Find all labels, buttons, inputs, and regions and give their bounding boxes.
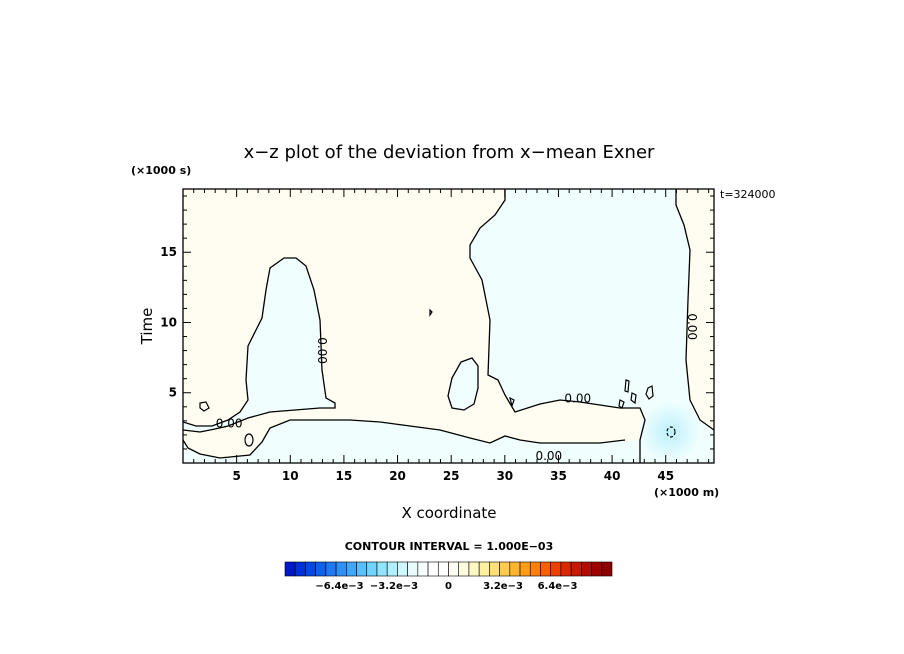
svg-text:0.00: 0.00 — [564, 391, 591, 405]
zero-contour-far-right — [675, 189, 714, 431]
small-contour-7 — [429, 308, 433, 317]
contour-label: 0.00 — [685, 313, 699, 340]
y-tick-label: 15 — [160, 245, 177, 259]
negative-contour-dashed — [666, 426, 676, 438]
time-stamp: t=324000 — [720, 188, 776, 201]
colorbar-swatch — [509, 561, 521, 577]
colorbar-swatch — [478, 561, 490, 577]
x-tick-label: 30 — [496, 469, 513, 483]
x-tick-label: 15 — [336, 469, 353, 483]
colorbar — [284, 561, 613, 577]
small-contour-8 — [509, 396, 515, 409]
contour-interval-label: CONTOUR INTERVAL = 1.000E−03 — [345, 540, 554, 553]
colorbar-swatch — [489, 561, 500, 577]
axis-ticks — [183, 189, 714, 463]
colorbar-swatch — [346, 561, 357, 577]
colorbar-swatch — [458, 561, 470, 577]
colorbar-swatch — [437, 561, 449, 577]
colorbar-swatch — [335, 561, 347, 577]
colorbar-swatch — [427, 561, 439, 577]
colorbar-swatch — [560, 561, 572, 577]
colorbar-swatch — [540, 561, 551, 577]
low-center-fill — [640, 402, 700, 462]
y-tick-label: 5 — [169, 386, 177, 400]
colorbar-labels: −6.4e−3 −3.2e−3 0 3.2e−3 6.4e−3 — [315, 581, 577, 592]
colorbar-swatch — [366, 561, 378, 577]
plot-area — [183, 189, 714, 463]
colorbar-swatch — [529, 561, 541, 577]
colorbar-swatch — [315, 561, 327, 577]
x-unit-label: (×1000 m) — [654, 486, 719, 499]
x-tick-label: 5 — [232, 469, 240, 483]
zero-contour-right — [469, 189, 646, 463]
colorbar-swatch — [407, 561, 419, 577]
colorbar-swatch — [570, 561, 582, 577]
colorbar-swatch — [294, 561, 306, 577]
zero-contour-bottom — [183, 419, 626, 459]
negative-region-blob — [447, 357, 479, 411]
x-tick-label: 20 — [389, 469, 406, 483]
colorbar-swatch — [519, 561, 531, 577]
small-contour-5 — [618, 399, 625, 409]
contour-label: 0.00 — [564, 391, 591, 405]
colorbar-tick-label: 3.2e−3 — [483, 581, 523, 592]
contour-label: 0.00 — [216, 417, 243, 431]
contour-label: 0.00 — [535, 449, 562, 463]
x-tick-label: 35 — [550, 469, 567, 483]
colorbar-swatch — [284, 561, 296, 577]
colorbar-tick-label: 6.4e−3 — [538, 581, 578, 592]
x-tick-label: 45 — [657, 469, 674, 483]
colorbar-swatch — [448, 561, 460, 577]
contour-labels: 0.00 0.00 0.00 0.00 0.00 — [216, 313, 699, 463]
colorbar-swatch — [305, 561, 316, 577]
colorbar-swatch — [356, 561, 368, 577]
small-contour-4 — [645, 385, 654, 400]
colorbar-swatch — [499, 561, 511, 577]
small-contour-2 — [244, 433, 254, 447]
colorbar-swatch — [591, 561, 603, 577]
y-tick-label: 10 — [160, 315, 177, 329]
colorbar-swatch — [468, 561, 480, 577]
svg-text:0.00: 0.00 — [216, 417, 243, 431]
colorbar-swatch — [417, 561, 429, 577]
colorbar-tick-label: −3.2e−3 — [370, 581, 418, 592]
svg-text:0.00: 0.00 — [315, 337, 329, 364]
contour-label: 0.00 — [315, 337, 329, 364]
colorbar-tick-label: 0 — [445, 581, 452, 592]
y-axis-title: Time — [138, 308, 156, 346]
y-unit-label: (×1000 s) — [131, 164, 191, 177]
plot-frame — [182, 188, 715, 464]
x-axis-title: X coordinate — [401, 504, 496, 522]
colorbar-swatch — [601, 561, 613, 577]
colorbar-swatch — [386, 561, 398, 577]
x-tick-label: 40 — [604, 469, 621, 483]
colorbar-swatch — [325, 561, 337, 577]
small-contour-6 — [630, 392, 637, 405]
colorbar-swatch — [581, 561, 592, 577]
svg-text:0.00: 0.00 — [685, 313, 699, 340]
negative-region-left — [183, 258, 335, 432]
colorbar-swatch — [397, 561, 408, 577]
negative-region-bottom-left — [183, 420, 640, 463]
zero-contour-left — [183, 257, 336, 433]
svg-text:0.00: 0.00 — [535, 449, 562, 463]
small-contour-1 — [199, 401, 210, 412]
colorbar-tick-label: −6.4e−3 — [315, 581, 363, 592]
colorbar-swatch — [376, 561, 388, 577]
colorbar-swatch — [550, 561, 562, 577]
tick-labels: 5 10 15 20 25 30 35 40 45 5 10 15 — [160, 245, 674, 483]
x-tick-label: 25 — [443, 469, 460, 483]
small-contour-3 — [624, 379, 630, 393]
x-tick-label: 10 — [282, 469, 299, 483]
chart-title: x−z plot of the deviation from x−mean Ex… — [244, 142, 655, 163]
